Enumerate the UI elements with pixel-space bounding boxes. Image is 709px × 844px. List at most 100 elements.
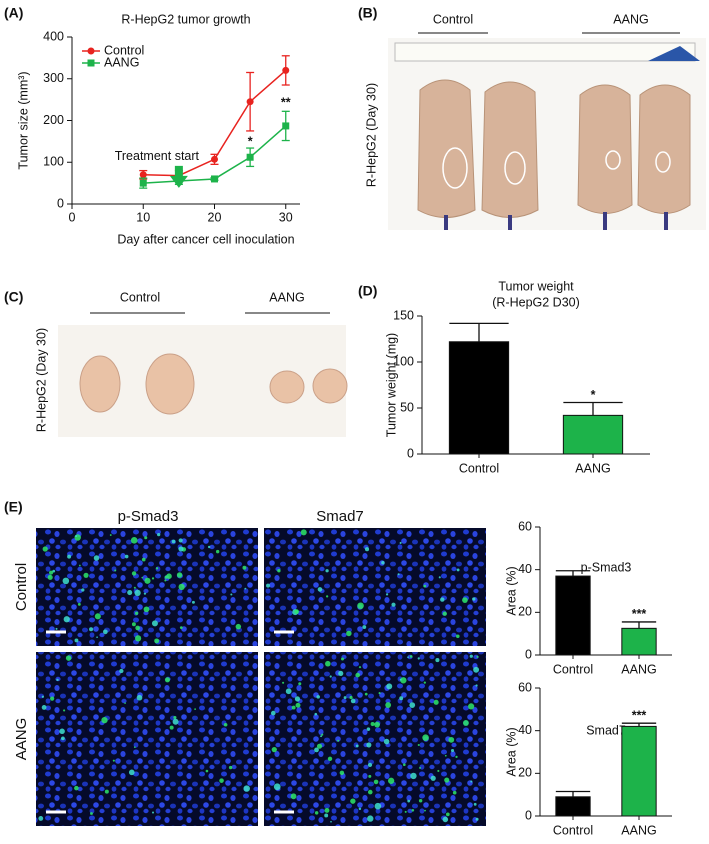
signal: [164, 579, 167, 582]
signal: [298, 682, 302, 686]
signal: [300, 529, 307, 536]
signal: [50, 696, 55, 701]
signal: [74, 785, 79, 791]
signal: [243, 785, 250, 792]
signal: [366, 727, 371, 731]
group-label: Control: [433, 12, 473, 26]
signal: [176, 572, 183, 578]
signal: [430, 775, 436, 781]
signal: [41, 695, 44, 698]
signal: [343, 696, 347, 700]
signal: [346, 630, 352, 637]
signal: [133, 586, 136, 589]
y-axis-label: Tumor weight (mg): [384, 333, 398, 437]
signal: [128, 769, 135, 776]
annotation: *: [248, 135, 253, 149]
signal: [314, 712, 318, 716]
signal: [385, 593, 389, 596]
signal: [374, 802, 382, 810]
legend-label: Control: [104, 43, 144, 57]
x-tick-label: AANG: [621, 662, 656, 676]
annotation: ***: [632, 708, 647, 722]
signal: [355, 672, 360, 678]
group-label: Control: [120, 290, 160, 304]
signal: [341, 657, 344, 661]
signal: [282, 681, 285, 684]
signal: [65, 655, 72, 661]
signal: [207, 545, 211, 549]
signal: [270, 710, 276, 716]
signal: [435, 658, 440, 663]
signal: [362, 625, 367, 629]
marker: [139, 171, 147, 179]
y-tick-label: 40: [518, 723, 532, 737]
signal: [468, 703, 475, 710]
signal: [191, 600, 195, 604]
signal: [399, 696, 404, 701]
signal: [417, 657, 420, 660]
signal: [350, 698, 356, 704]
signal: [151, 811, 155, 814]
annotation: ***: [632, 607, 647, 621]
marker: [87, 47, 95, 55]
signal: [462, 597, 468, 603]
signal: [317, 587, 323, 592]
signal: [63, 709, 66, 712]
signal: [94, 613, 101, 620]
marker: [246, 98, 254, 106]
signal: [374, 721, 380, 728]
signal: [63, 616, 70, 623]
y-axis-label: Tumor size (mm³): [16, 71, 30, 169]
tumor-photo: [58, 312, 348, 437]
signal: [96, 636, 98, 639]
y-tick-label: 0: [525, 647, 532, 661]
signal: [144, 536, 148, 540]
signal: [330, 820, 332, 823]
signal: [350, 798, 356, 804]
signal: [327, 756, 333, 762]
x-tick-label: Control: [553, 662, 593, 676]
signal: [437, 769, 440, 773]
signal: [52, 569, 56, 573]
signal: [172, 718, 179, 725]
x-tick-label: 30: [279, 210, 293, 224]
signal: [445, 812, 450, 817]
signal: [469, 654, 473, 658]
signal: [455, 634, 460, 639]
signal: [93, 555, 100, 561]
signal: [407, 656, 409, 659]
signal: [277, 568, 281, 573]
panel-label: (D): [358, 283, 377, 299]
signal: [321, 733, 324, 736]
signal: [418, 799, 423, 803]
signal: [290, 793, 297, 800]
signal: [89, 627, 94, 632]
signal: [134, 611, 139, 615]
signal: [404, 810, 407, 813]
signal: [316, 695, 320, 699]
signal: [438, 576, 441, 579]
y-tick-label: 400: [43, 29, 64, 43]
signal: [55, 627, 58, 630]
signal: [75, 535, 78, 538]
signal: [295, 702, 301, 708]
signal: [178, 583, 185, 591]
y-tick-label: 300: [43, 71, 64, 85]
column-label: p-Smad3: [118, 508, 179, 525]
x-axis-label: Day after cancer cell inoculation: [117, 232, 294, 246]
y-tick-label: 100: [393, 354, 414, 368]
signal: [325, 595, 329, 598]
signal: [410, 772, 417, 780]
signal: [411, 808, 415, 812]
signal: [133, 746, 136, 749]
signal: [400, 677, 407, 684]
signal: [324, 813, 329, 818]
row-label: Control: [13, 563, 30, 611]
y-tick-label: 20: [518, 605, 532, 619]
signal: [444, 777, 450, 783]
bar: [448, 341, 510, 455]
signal: [291, 705, 296, 710]
y-axis-label: Area (%): [504, 727, 518, 776]
signal: [364, 692, 368, 696]
signal: [368, 774, 372, 778]
